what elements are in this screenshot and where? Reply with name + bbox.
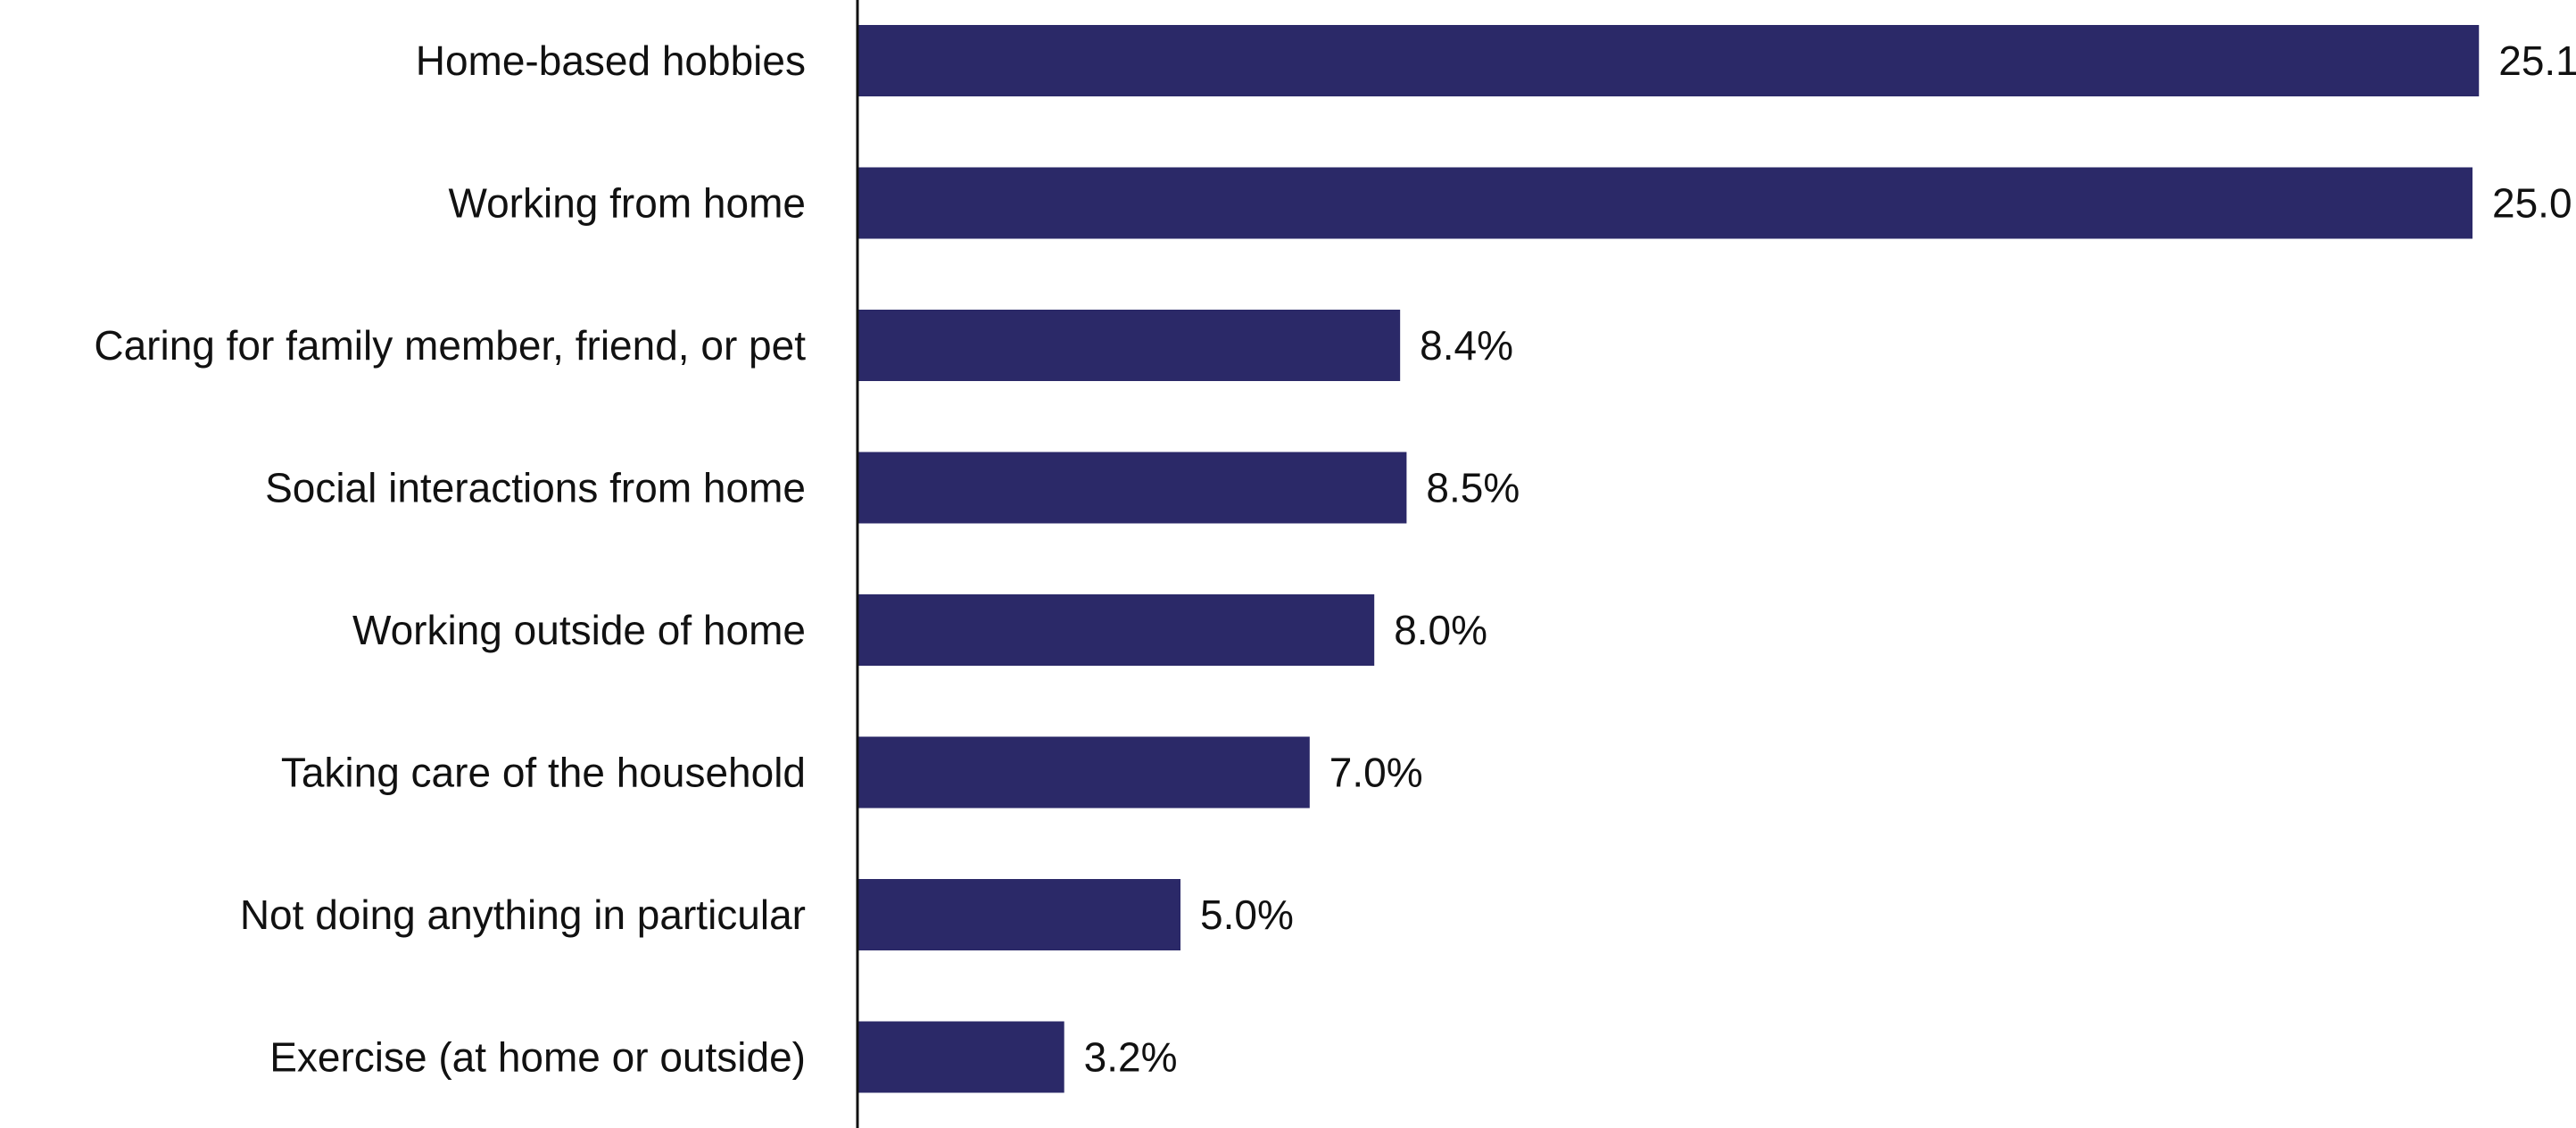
value-labels-group: 25.1 25.0 8.4% 8.5% 8.0% 7.0% 5.0% 3.2%	[1084, 37, 2576, 1081]
category-label: Not doing anything in particular	[240, 892, 806, 938]
value-label: 8.0%	[1394, 607, 1487, 653]
category-label: Caring for family member, friend, or pet	[94, 322, 806, 369]
value-label: 25.0	[2492, 180, 2572, 227]
category-label: Social interactions from home	[265, 465, 806, 511]
bar	[857, 879, 1180, 950]
bar	[857, 167, 2472, 239]
bar	[857, 310, 1401, 381]
bars-group	[857, 25, 2480, 1093]
bar	[857, 1021, 1064, 1093]
category-labels-group: Home-based hobbies Working from home Carin…	[94, 37, 806, 1081]
category-label: Exercise (at home or outside)	[269, 1034, 806, 1081]
category-label: Working outside of home	[352, 607, 806, 653]
value-label: 7.0%	[1329, 750, 1423, 796]
bar	[857, 594, 1375, 666]
bar	[857, 736, 1310, 809]
bar	[857, 452, 1407, 524]
category-label: Home-based hobbies	[416, 37, 806, 84]
bar	[857, 25, 2480, 96]
value-label: 5.0%	[1200, 892, 1294, 938]
value-label: 3.2%	[1084, 1034, 1178, 1081]
value-label: 8.5%	[1426, 465, 1520, 511]
category-label: Taking care of the household	[281, 750, 806, 796]
value-label: 25.1	[2498, 37, 2576, 84]
category-label: Working from home	[448, 180, 806, 227]
value-label: 8.4%	[1420, 322, 1513, 369]
